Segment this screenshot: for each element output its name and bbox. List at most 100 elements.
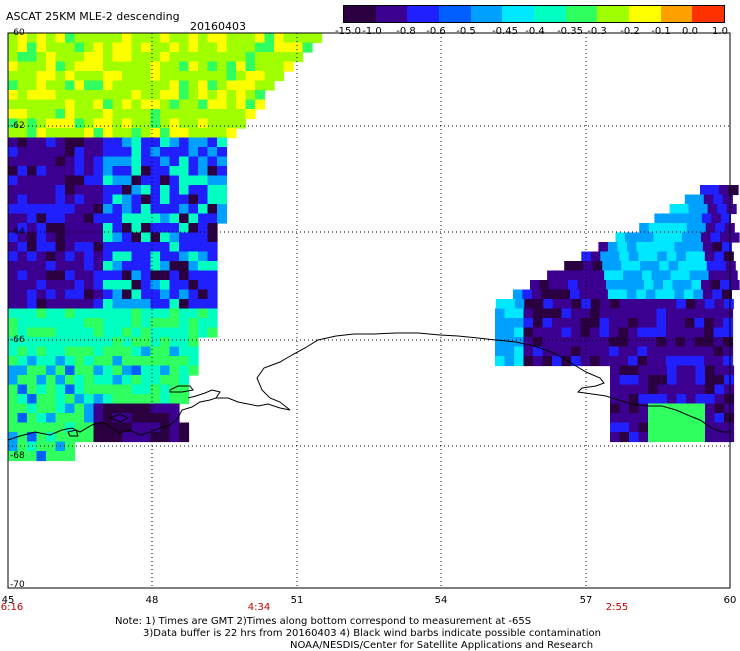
footnote-line-2: 3)Data buffer is 22 hrs from 20160403 4)… <box>143 628 601 639</box>
data-pixel <box>74 280 85 291</box>
data-pixel <box>27 137 38 148</box>
data-pixel <box>552 356 563 367</box>
data-pixel <box>27 261 38 272</box>
data-pixel <box>84 432 95 443</box>
data-pixel <box>131 118 142 129</box>
data-pixel <box>150 99 161 110</box>
data-pixel <box>36 194 47 205</box>
data-pixel <box>514 356 525 367</box>
data-pixel <box>638 413 649 424</box>
data-pixel <box>657 365 668 376</box>
data-pixel <box>619 403 630 414</box>
data-pixel <box>112 194 123 205</box>
data-pixel <box>46 337 57 348</box>
data-pixel <box>141 251 152 262</box>
data-pixel <box>150 308 161 319</box>
data-pixel <box>150 242 161 253</box>
data-pixel <box>685 308 696 319</box>
data-pixel <box>36 337 47 348</box>
data-pixel <box>93 318 104 329</box>
data-pixel <box>596 280 607 291</box>
data-pixel <box>609 318 620 329</box>
data-pixel <box>727 270 738 281</box>
data-pixel <box>103 118 114 129</box>
data-pixel <box>678 261 689 272</box>
data-pixel <box>198 327 209 338</box>
data-pixel <box>36 242 47 253</box>
data-pixel <box>160 337 171 348</box>
data-pixel <box>236 42 247 53</box>
data-pixel <box>131 308 142 319</box>
data-pixel <box>236 52 247 63</box>
data-pixel <box>723 327 734 338</box>
data-pixel <box>46 118 57 129</box>
footnote-line-1: Note: 1) Times are GMT 2)Times along bot… <box>115 616 532 627</box>
data-pixel <box>93 80 104 91</box>
data-pixel <box>84 384 95 395</box>
data-pixel <box>55 384 66 395</box>
data-pixel <box>84 213 95 224</box>
data-pixel <box>542 308 553 319</box>
data-pixel <box>27 451 38 462</box>
data-pixel <box>723 356 734 367</box>
data-pixel <box>647 318 658 329</box>
data-pixel <box>694 356 705 367</box>
data-pixel <box>8 403 19 414</box>
data-pixel <box>713 337 724 348</box>
data-pixel <box>103 394 114 405</box>
data-pixel <box>17 194 28 205</box>
color-scale-label: -0.5 <box>456 26 476 37</box>
data-pixel <box>46 128 57 139</box>
data-pixel <box>8 413 19 424</box>
data-pixel <box>93 365 104 376</box>
data-pixel <box>17 61 28 72</box>
data-pixel <box>27 147 38 158</box>
data-pixel <box>198 90 209 101</box>
data-pixel <box>103 251 114 262</box>
data-pixel <box>207 299 218 310</box>
data-pixel <box>131 223 142 234</box>
data-pixel <box>122 375 133 386</box>
data-pixel <box>160 118 171 129</box>
data-pixel <box>36 451 47 462</box>
data-pixel <box>523 346 534 357</box>
data-pixel <box>112 166 123 177</box>
data-pixel <box>46 280 57 291</box>
data-pixel <box>699 270 710 281</box>
data-pixel <box>17 270 28 281</box>
data-pixel <box>628 251 639 262</box>
data-pixel <box>704 327 715 338</box>
data-pixel <box>27 299 38 310</box>
data-pixel <box>84 270 95 281</box>
data-pixel <box>628 318 639 329</box>
data-pixel <box>112 33 123 44</box>
data-pixel <box>27 118 38 129</box>
data-pixel <box>93 156 104 167</box>
data-pixel <box>74 166 85 177</box>
data-pixel <box>46 356 57 367</box>
data-pixel <box>46 90 57 101</box>
data-pixel <box>150 403 161 414</box>
data-pixel <box>667 422 678 433</box>
data-pixel <box>714 432 725 443</box>
data-pixel <box>686 394 697 405</box>
data-pixel <box>65 422 76 433</box>
data-pixel <box>179 337 190 348</box>
data-pixel <box>714 384 725 395</box>
data-pixel <box>17 356 28 367</box>
data-pixel <box>255 33 266 44</box>
data-pixel <box>103 223 114 234</box>
data-pixel <box>93 356 104 367</box>
data-pixel <box>619 394 630 405</box>
data-pixel <box>530 280 541 291</box>
data-pixel <box>609 251 620 262</box>
data-pixel <box>27 289 38 300</box>
data-pixel <box>74 42 85 53</box>
data-pixel <box>626 289 637 300</box>
data-pixel <box>17 365 28 376</box>
data-pixel <box>236 90 247 101</box>
data-pixel <box>293 33 304 44</box>
data-pixel <box>495 346 506 357</box>
data-pixel <box>293 52 304 63</box>
data-pixel <box>65 147 76 158</box>
